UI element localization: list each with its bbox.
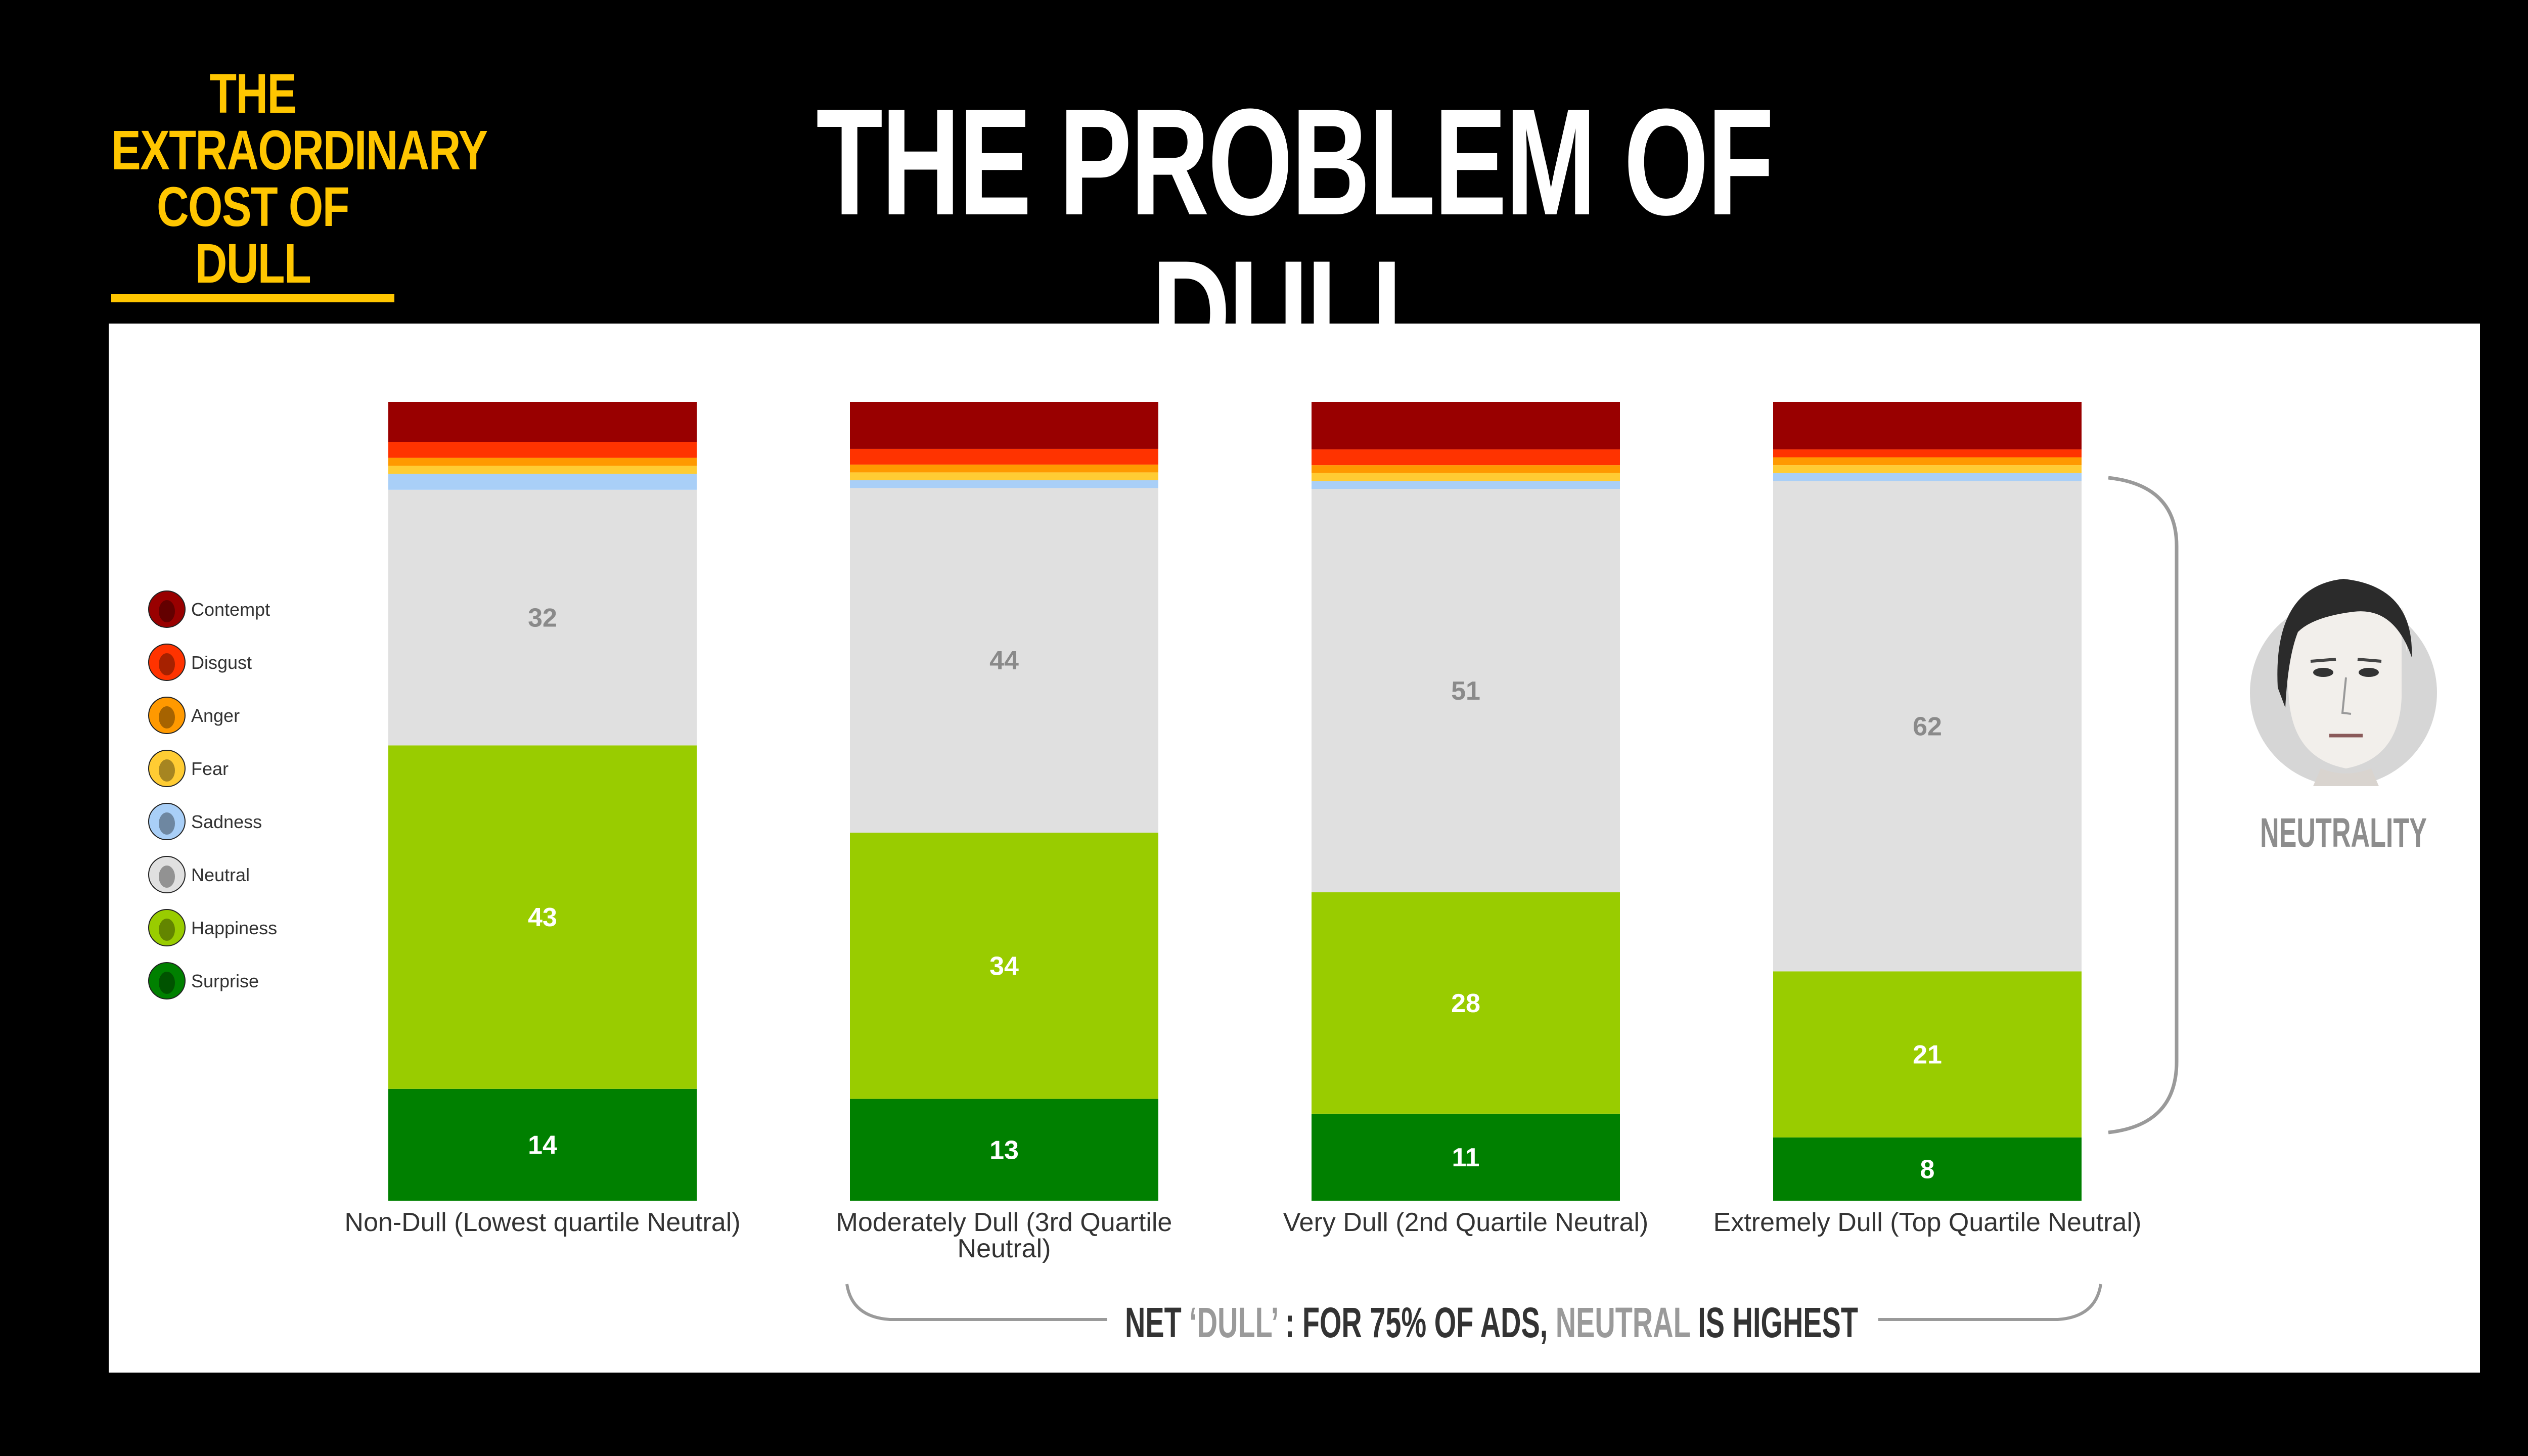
chart-panel: 14 43 32 13 34 44 11 28 51 8 21 62 Non-Dull (Lowest…: [109, 324, 2480, 1373]
bar-segment-surprise-3: [1312, 1113, 1620, 1201]
value-label-surprise-3: 11: [1452, 1143, 1480, 1172]
bar-segment-fear-3: [1312, 473, 1620, 481]
legend-item-fear: Fear: [148, 750, 229, 787]
legend-label-disgust: Disgust: [191, 652, 252, 673]
legend-item-neutral: Neutral: [148, 856, 250, 893]
bar-segment-fear-1: [388, 466, 697, 474]
value-label-neutral-3: 51: [1451, 676, 1480, 706]
value-label-happiness-2: 34: [989, 951, 1019, 981]
legend-label-neutral: Neutral: [191, 864, 250, 885]
dull-footer-part2: ‘DULL’: [1189, 1299, 1277, 1346]
legend-face-icon-contempt: [148, 590, 186, 628]
dull-footer-part5: IS HIGHEST: [1690, 1299, 1858, 1346]
bar-segment-disgust-2: [850, 448, 1158, 465]
bar-segment-disgust-1: [388, 442, 697, 458]
bar-segment-contempt-3: [1312, 402, 1620, 449]
legend-face-icon-neutral: [148, 856, 186, 893]
legend-item-sadness: Sadness: [148, 803, 262, 840]
bar-segment-neutral-4: [1773, 481, 2082, 972]
neutral-face-icon: [2250, 579, 2437, 786]
legend-label-sadness: Sadness: [191, 811, 262, 832]
stacked-bar-chart: 14 43 32 13 34 44 11 28 51 8 21 62 Non-Dull (Lowest…: [148, 402, 2437, 1346]
logo: THE EXTRAORDINARY COST OF DULL: [111, 63, 488, 302]
legend-item-happiness: Happiness: [148, 909, 277, 946]
bar-segment-happiness-1: [388, 745, 697, 1089]
legend-face-icon-surprise: [148, 962, 186, 999]
legend-label-happiness: Happiness: [191, 918, 277, 938]
category-label-4: Extremely Dull (Top Quartile Neutral): [1713, 1208, 2142, 1237]
bar-segment-contempt-4: [1773, 402, 2082, 449]
value-label-surprise-1: 14: [528, 1130, 557, 1160]
logo-line-2: EXTRAORDINARY: [111, 119, 488, 181]
bar-segment-contempt-1: [388, 402, 697, 442]
legend-item-contempt: Contempt: [148, 590, 270, 628]
bar-segment-sadness-3: [1312, 481, 1620, 489]
bar-segment-anger-2: [850, 464, 1158, 473]
legend-label-contempt: Contempt: [191, 599, 270, 620]
logo-line-1: THE: [209, 63, 297, 125]
bar-segment-neutral-2: [850, 488, 1158, 833]
dull-bracket-right: [1878, 1284, 2102, 1321]
legend-face-icon-anger: [148, 697, 186, 734]
bar-segment-sadness-4: [1773, 473, 2082, 481]
bar-segment-sadness-2: [850, 480, 1158, 488]
bar-segment-surprise-4: [1773, 1137, 2082, 1201]
bar-segment-disgust-3: [1312, 449, 1620, 466]
logo-line-3: COST OF DULL: [111, 179, 394, 302]
legend-label-fear: Fear: [191, 758, 229, 779]
neutrality-label: NEUTRALITY: [2260, 810, 2427, 856]
dull-footer: NET ‘DULL’ : FOR 75% OF ADS, NEUTRAL IS …: [1125, 1299, 1858, 1346]
dull-bracket-left: [845, 1284, 1107, 1321]
neutral-brace: [2108, 476, 2179, 1134]
legend-item-anger: Anger: [148, 697, 240, 734]
bar-segment-neutral-1: [388, 489, 697, 746]
value-labels-group: 14 43 32 13 34 44 11 28 51 8 21 62: [528, 604, 1942, 1185]
dull-footer-part3: : FOR 75% OF ADS,: [1277, 1299, 1556, 1346]
category-labels-group: Non-Dull (Lowest quartile Neutral) Modera…: [344, 1208, 2141, 1263]
legend-label-surprise: Surprise: [191, 971, 259, 991]
bar-segment-sadness-1: [388, 474, 697, 490]
legend-item-surprise: Surprise: [148, 962, 259, 999]
legend-label-anger: Anger: [191, 705, 240, 726]
bar-segment-surprise-1: [388, 1088, 697, 1201]
bar-segment-fear-2: [850, 472, 1158, 480]
bar-segment-anger-3: [1312, 465, 1620, 473]
category-label-2: Moderately Dull (3rd Quartile Neutral): [836, 1208, 1172, 1263]
category-label-3: Very Dull (2nd Quartile Neutral): [1283, 1208, 1649, 1237]
category-label-1: Non-Dull (Lowest quartile Neutral): [344, 1208, 740, 1237]
value-label-neutral-1: 32: [528, 604, 557, 633]
value-label-neutral-2: 44: [989, 646, 1019, 675]
bar-segment-anger-4: [1773, 457, 2082, 466]
dull-footer-part4: NEUTRAL: [1556, 1299, 1690, 1346]
page-title: THE PROBLEM OF DULL: [816, 77, 1774, 398]
value-label-happiness-3: 28: [1451, 989, 1480, 1018]
bar-segment-happiness-2: [850, 832, 1158, 1099]
bar-segment-anger-1: [388, 458, 697, 466]
bars-group: [388, 402, 2082, 1201]
dull-footer-part1: NET: [1125, 1299, 1189, 1346]
value-label-neutral-4: 62: [1913, 712, 1942, 741]
legend-face-icon-sadness: [148, 803, 186, 840]
value-label-surprise-2: 13: [989, 1135, 1019, 1165]
legend-item-disgust: Disgust: [148, 644, 252, 681]
legend-face-icon-fear: [148, 750, 186, 787]
legend-face-icon-disgust: [148, 644, 186, 681]
legend-face-icon-happiness: [148, 909, 186, 946]
bar-segment-disgust-4: [1773, 449, 2082, 458]
legend: Contempt Disgust Anger Fear Sadness Neutral Ha…: [148, 590, 277, 999]
bar-segment-neutral-3: [1312, 489, 1620, 892]
value-label-happiness-1: 43: [528, 903, 557, 932]
bar-segment-contempt-2: [850, 402, 1158, 449]
value-label-surprise-4: 8: [1920, 1155, 1935, 1184]
value-label-happiness-4: 21: [1913, 1040, 1942, 1070]
bar-segment-fear-4: [1773, 465, 2082, 473]
bar-segment-happiness-4: [1773, 971, 2082, 1138]
bar-segment-surprise-2: [850, 1099, 1158, 1201]
bar-segment-happiness-3: [1312, 892, 1620, 1114]
